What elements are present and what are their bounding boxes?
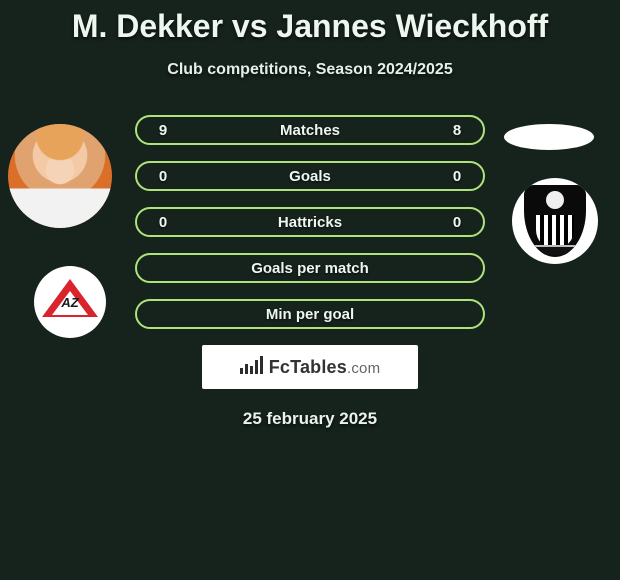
stat-label: Matches <box>175 122 445 139</box>
stat-right-value: 0 <box>445 168 469 185</box>
comparison-date: 25 february 2025 <box>0 409 620 429</box>
stat-row: 0 Goals 0 <box>135 161 485 191</box>
brand-suffix: .com <box>347 360 380 377</box>
club-left-logo: AZ <box>34 266 106 338</box>
stat-label: Goals <box>175 168 445 185</box>
stat-row: 0 Hattricks 0 <box>135 207 485 237</box>
club-right-logo <box>512 178 598 264</box>
stat-row: Min per goal <box>135 299 485 329</box>
player-right-avatar <box>504 124 594 150</box>
chart-icon <box>240 356 263 379</box>
stat-label: Hattricks <box>175 214 445 231</box>
brand-name: FcTables <box>269 357 347 377</box>
az-logo-icon: AZ <box>34 266 106 338</box>
player-left-avatar <box>8 124 112 228</box>
stats-list: 9 Matches 8 0 Goals 0 0 Hattricks 0 Goal… <box>135 115 485 329</box>
heracles-logo-icon <box>512 178 598 264</box>
stat-left-value: 9 <box>151 122 175 139</box>
brand-text: FcTables.com <box>269 357 381 378</box>
subtitle: Club competitions, Season 2024/2025 <box>0 61 620 79</box>
stat-right-value: 0 <box>445 214 469 231</box>
stat-left-value: 0 <box>151 214 175 231</box>
stat-left-value: 0 <box>151 168 175 185</box>
brand-attribution[interactable]: FcTables.com <box>202 345 418 389</box>
stat-row: 9 Matches 8 <box>135 115 485 145</box>
stat-right-value: 8 <box>445 122 469 139</box>
stat-row: Goals per match <box>135 253 485 283</box>
page-title: M. Dekker vs Jannes Wieckhoff <box>0 0 620 45</box>
stat-label: Goals per match <box>175 260 445 277</box>
stat-label: Min per goal <box>175 306 445 323</box>
